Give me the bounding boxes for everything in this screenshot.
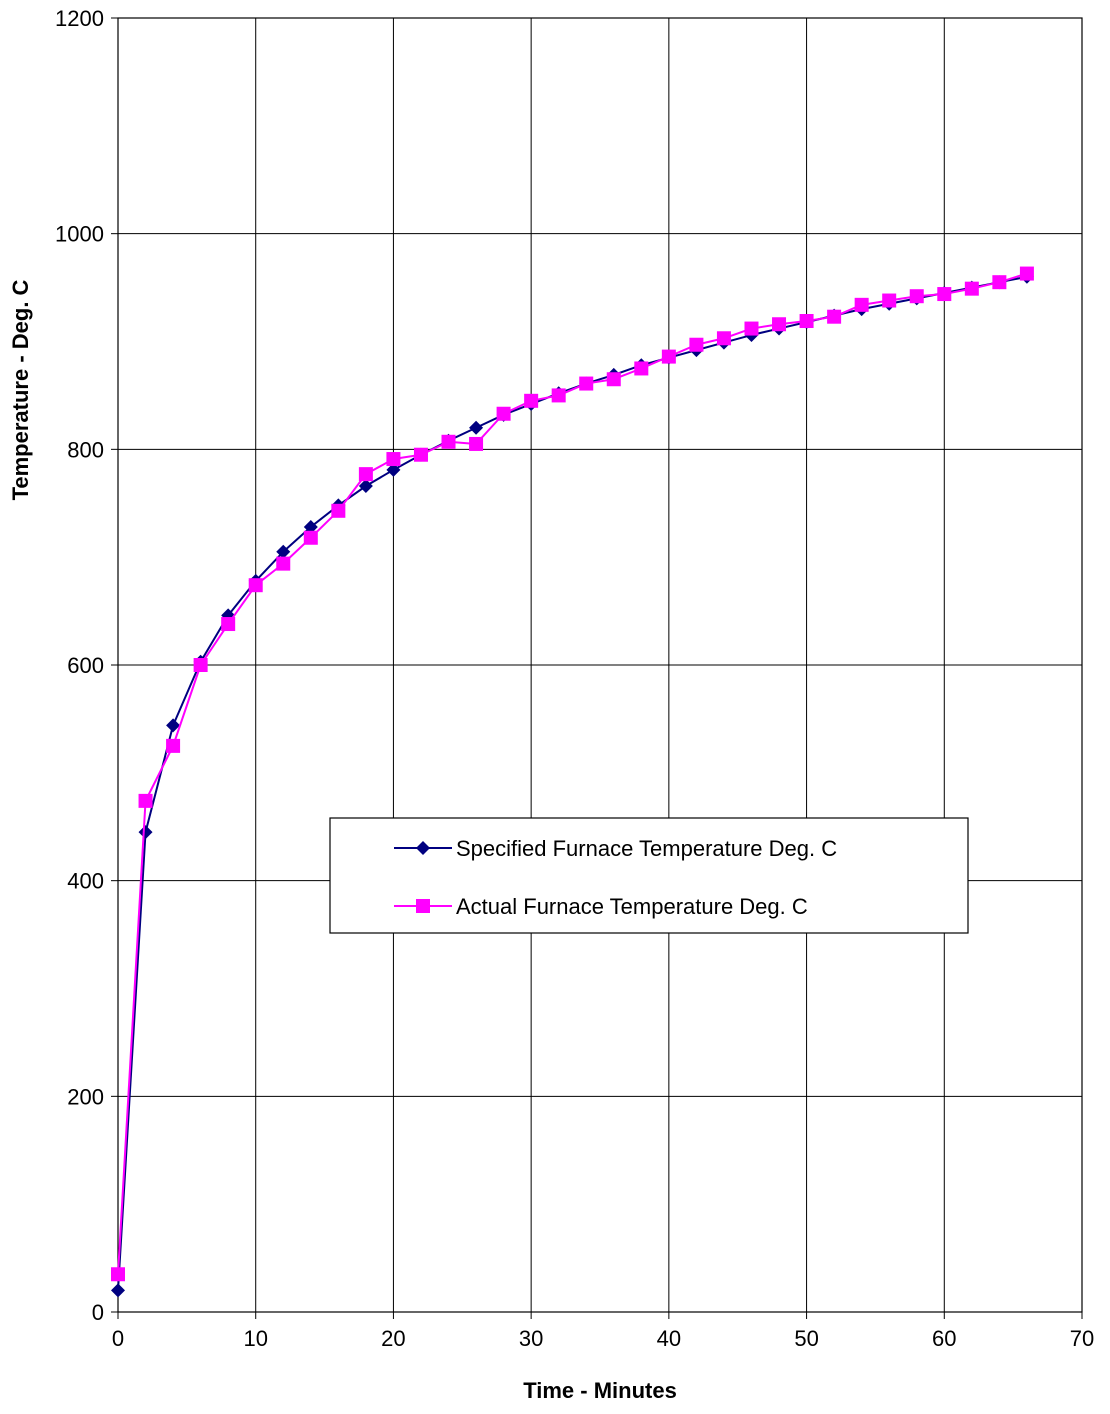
data-point-square (964, 281, 979, 296)
series-line (117, 275, 1028, 1291)
y-tick-label: 200 (67, 1084, 104, 1109)
data-point-square (193, 658, 208, 672)
series-actual (111, 266, 1034, 1282)
x-tick-label: 0 (112, 1326, 124, 1351)
data-point-diamond (469, 420, 484, 435)
y-tick-label: 1000 (55, 222, 104, 247)
data-point-square (111, 1267, 125, 1282)
data-point-diamond (386, 462, 401, 477)
series-line (117, 272, 1028, 1275)
legend-box (329, 817, 969, 934)
data-point-square (221, 617, 236, 632)
data-point-square (138, 793, 153, 808)
data-point-square (799, 314, 814, 329)
data-point-square (661, 349, 676, 364)
data-point-square (992, 275, 1007, 290)
legend-label-actual: Actual Furnace Temperature Deg. C (456, 894, 808, 919)
data-point-square (496, 406, 511, 421)
data-point-square (166, 738, 181, 753)
x-tick-label: 20 (381, 1326, 405, 1351)
y-axis-title: Temperature - Deg. C (8, 279, 33, 500)
data-point-square (441, 434, 456, 449)
x-tick-label: 40 (657, 1326, 681, 1351)
legend-entry-specified: Specified Furnace Temperature Deg. C (394, 836, 837, 861)
y-tick-label: 600 (67, 653, 104, 678)
y-tick-label: 0 (92, 1300, 104, 1325)
data-point-square (276, 556, 291, 571)
data-point-square (1019, 266, 1034, 281)
data-point-square (634, 361, 649, 376)
data-point-diamond (166, 718, 181, 733)
legend-entry-actual: Actual Furnace Temperature Deg. C (394, 894, 808, 919)
data-point-square (606, 372, 621, 387)
data-point-square (882, 293, 897, 308)
data-point-square (827, 309, 842, 324)
data-point-square (854, 297, 869, 312)
data-point-square (358, 467, 373, 482)
data-point-square (744, 321, 759, 336)
y-tick-label: 800 (67, 437, 104, 462)
x-axis-title: Time - Minutes (523, 1378, 677, 1403)
data-point-square (689, 337, 704, 352)
data-point-diamond (358, 478, 373, 493)
data-point-square (469, 436, 484, 451)
data-point-square (524, 393, 539, 408)
grid (117, 17, 1083, 1313)
legend-marker-square-icon (416, 899, 430, 913)
data-point-square (248, 578, 263, 593)
data-point-square (386, 452, 401, 467)
data-point-diamond (276, 544, 291, 559)
legend-label-specified: Specified Furnace Temperature Deg. C (456, 836, 837, 861)
data-point-diamond (111, 1283, 125, 1298)
y-tick-label: 1200 (55, 6, 104, 31)
data-point-diamond (138, 825, 153, 840)
data-point-square (413, 447, 428, 462)
data-point-square (716, 331, 731, 346)
data-point-square (772, 317, 787, 332)
legend: Specified Furnace Temperature Deg. C Act… (329, 817, 969, 934)
y-axis-ticks: 0 200 400 600 800 1000 1200 (55, 6, 118, 1325)
data-point-square (579, 376, 594, 391)
data-point-diamond (303, 519, 318, 534)
data-point-square (303, 530, 318, 545)
data-point-square (331, 503, 346, 518)
series-layer (111, 266, 1034, 1298)
x-axis-ticks: 0 10 20 30 40 50 60 70 (112, 1312, 1094, 1351)
y-tick-label: 400 (67, 869, 104, 894)
x-tick-label: 10 (243, 1326, 267, 1351)
legend-marker-diamond-icon (416, 841, 430, 855)
x-tick-label: 70 (1070, 1326, 1094, 1351)
x-tick-label: 60 (932, 1326, 956, 1351)
x-tick-label: 50 (794, 1326, 818, 1351)
data-point-square (551, 388, 566, 403)
data-point-square (909, 289, 924, 304)
series-specified (111, 269, 1034, 1298)
x-tick-label: 30 (519, 1326, 543, 1351)
data-point-square (937, 287, 952, 302)
